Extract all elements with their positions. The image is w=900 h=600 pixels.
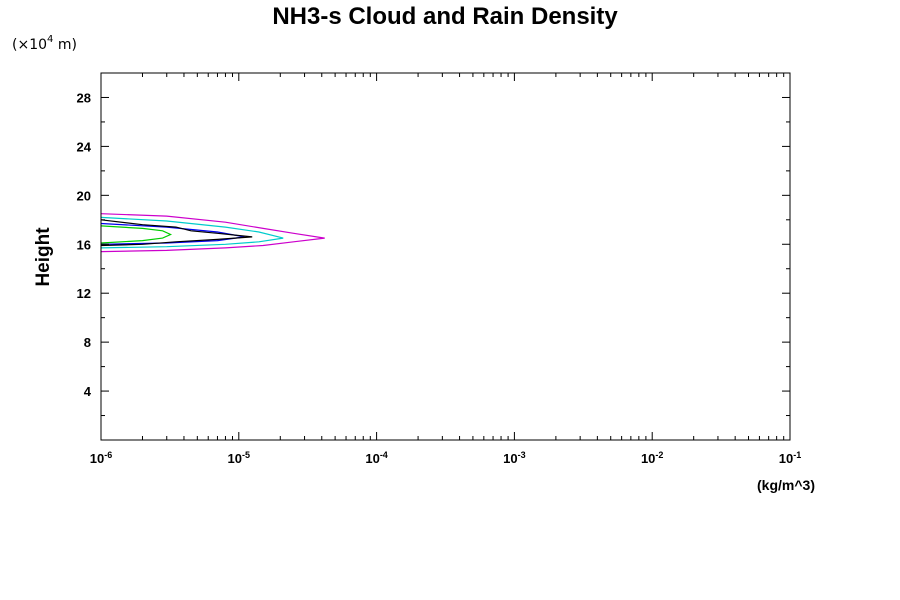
y-unit-note: (×104 m) bbox=[12, 34, 77, 53]
y-tick-label: 24 bbox=[77, 139, 92, 154]
x-tick-exp: -3 bbox=[518, 450, 526, 460]
x-tick-label: 10-1 bbox=[779, 450, 801, 466]
contour-line-2 bbox=[100, 216, 284, 249]
x-tick-exp: -6 bbox=[104, 450, 112, 460]
x-tick-base: 10 bbox=[365, 451, 379, 466]
y-tick-label: 20 bbox=[77, 188, 91, 203]
y-unit-note-exp: 4 bbox=[47, 34, 53, 45]
y-unit-note-prefix: (×10 bbox=[12, 37, 47, 53]
x-axis-unit-label: (kg/m^3) bbox=[757, 477, 815, 493]
contour-line-5 bbox=[100, 225, 173, 244]
x-tick-label: 10-4 bbox=[365, 450, 387, 466]
y-tick-label: 28 bbox=[77, 90, 91, 105]
series-layer bbox=[100, 213, 325, 253]
y-tick-label: 12 bbox=[77, 286, 91, 301]
y-unit-note-suffix: m) bbox=[53, 37, 77, 53]
y-tick-label: 16 bbox=[77, 237, 91, 252]
axes-layer bbox=[100, 72, 791, 441]
plot-frame bbox=[100, 72, 791, 441]
x-tick-exp: -2 bbox=[655, 450, 663, 460]
x-tick-exp: -5 bbox=[242, 450, 250, 460]
x-tick-base: 10 bbox=[503, 451, 517, 466]
x-tick-base: 10 bbox=[90, 451, 104, 466]
chart-title: NH3-s Cloud and Rain Density bbox=[272, 3, 618, 30]
x-tick-base: 10 bbox=[641, 451, 655, 466]
contour-line-4 bbox=[100, 219, 253, 247]
y-axis-label: Height bbox=[33, 227, 54, 287]
x-tick-exp: -1 bbox=[793, 450, 801, 460]
x-tick-label: 10-2 bbox=[641, 450, 663, 466]
x-tick-label: 10-6 bbox=[90, 450, 112, 466]
contour-line-1 bbox=[100, 213, 325, 253]
x-tick-base: 10 bbox=[228, 451, 242, 466]
y-tick-label: 8 bbox=[84, 335, 91, 350]
x-tick-exp: -4 bbox=[380, 450, 388, 460]
x-tick-base: 10 bbox=[779, 451, 793, 466]
x-tick-label: 10-5 bbox=[228, 450, 250, 466]
y-tick-label: 4 bbox=[84, 384, 92, 399]
x-tick-label: 10-3 bbox=[503, 450, 525, 466]
